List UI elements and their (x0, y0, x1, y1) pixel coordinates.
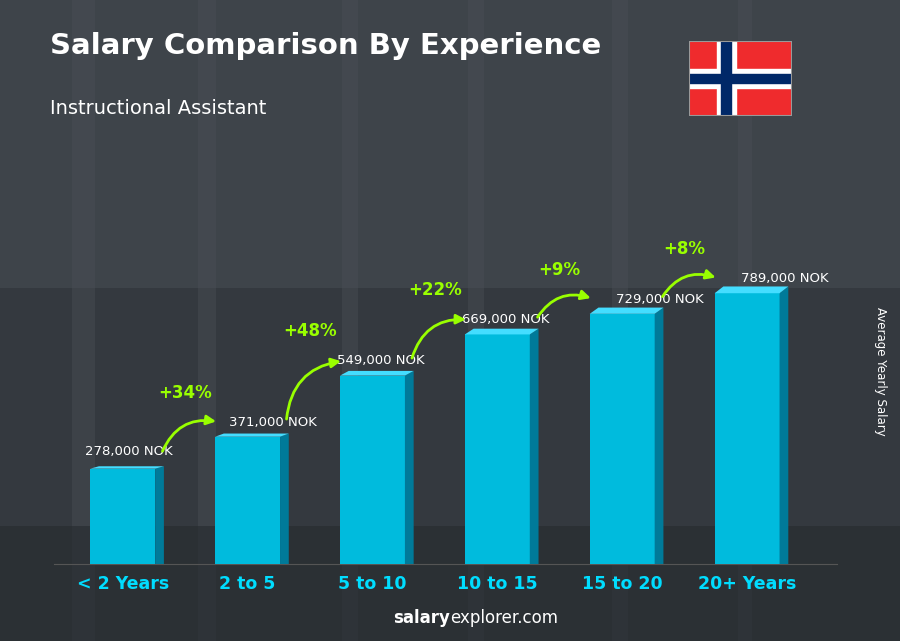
Bar (468, 0, 484, 641)
Text: 371,000 NOK: 371,000 NOK (229, 415, 317, 429)
Polygon shape (90, 469, 155, 564)
Bar (198, 0, 216, 641)
Text: explorer.com: explorer.com (450, 609, 558, 627)
Bar (722, 41, 731, 116)
Polygon shape (280, 433, 289, 564)
Bar (0, 0, 900, 288)
Bar (0, 526, 900, 641)
Polygon shape (340, 376, 405, 564)
Polygon shape (465, 329, 538, 335)
Polygon shape (590, 308, 663, 314)
Text: 729,000 NOK: 729,000 NOK (616, 293, 704, 306)
Text: salary: salary (393, 609, 450, 627)
Polygon shape (530, 329, 538, 564)
Text: +48%: +48% (284, 322, 337, 340)
Bar (688, 69, 792, 88)
Bar (72, 0, 94, 641)
Text: Average Yearly Salary: Average Yearly Salary (874, 308, 886, 436)
Text: +9%: +9% (539, 261, 580, 279)
Text: 669,000 NOK: 669,000 NOK (463, 313, 550, 326)
Polygon shape (155, 466, 164, 564)
Polygon shape (215, 437, 280, 564)
Polygon shape (779, 287, 788, 564)
Bar (716, 41, 735, 116)
Polygon shape (654, 308, 663, 564)
Text: +34%: +34% (158, 383, 212, 401)
Text: +22%: +22% (408, 281, 462, 299)
Text: Salary Comparison By Experience: Salary Comparison By Experience (50, 32, 601, 60)
Bar (738, 0, 752, 641)
Text: 278,000 NOK: 278,000 NOK (86, 445, 173, 458)
Polygon shape (405, 371, 414, 564)
Text: Instructional Assistant: Instructional Assistant (50, 99, 266, 119)
Text: 789,000 NOK: 789,000 NOK (741, 272, 829, 285)
Polygon shape (715, 293, 779, 564)
Polygon shape (465, 335, 530, 564)
Polygon shape (340, 371, 414, 376)
Bar (688, 74, 792, 83)
Polygon shape (90, 466, 164, 469)
Bar (342, 0, 358, 641)
Bar (612, 0, 628, 641)
Text: +8%: +8% (663, 240, 706, 258)
Polygon shape (215, 433, 289, 437)
Polygon shape (590, 314, 654, 564)
Polygon shape (715, 287, 788, 293)
Text: 549,000 NOK: 549,000 NOK (338, 354, 425, 367)
